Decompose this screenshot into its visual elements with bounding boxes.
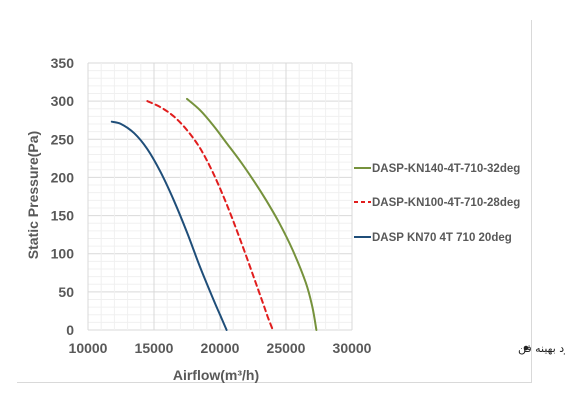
- chart-frame: [17, 20, 532, 383]
- x-tick-label: 10000: [69, 340, 108, 356]
- legend: DASP-KN140-4T-710-32deg DASP-KN100-4T-710…: [354, 163, 520, 244]
- y-axis-ticks: 0 50 100 150 200 250 300 350: [51, 55, 75, 338]
- x-axis-ticks: 10000 15000 20000 25000 30000: [69, 340, 372, 356]
- y-tick-label: 300: [51, 93, 75, 109]
- y-tick-label: 50: [58, 284, 74, 300]
- gridlines: [87, 62, 353, 331]
- legend-label-1: DASP-KN140-4T-710-32deg: [372, 163, 520, 175]
- annotation-note: نقطه عملکرد بهینه فن: [518, 342, 565, 355]
- y-tick-label: 250: [51, 131, 75, 147]
- bullet-icon: [523, 345, 529, 351]
- x-tick-label: 15000: [135, 340, 174, 356]
- series-lines: [110, 97, 318, 331]
- y-axis-title: Static Pressure(Pa): [25, 131, 41, 259]
- y-tick-label: 150: [51, 208, 75, 224]
- y-tick-label: 0: [66, 322, 74, 338]
- x-tick-label: 25000: [267, 340, 306, 356]
- y-tick-label: 350: [51, 55, 75, 71]
- y-tick-label: 100: [51, 246, 75, 262]
- series-line-2: [146, 100, 274, 331]
- x-tick-label: 30000: [333, 340, 372, 356]
- x-axis-title: Airflow(m³/h): [173, 367, 259, 383]
- x-tick-label: 20000: [201, 340, 240, 356]
- y-tick-label: 200: [51, 169, 75, 185]
- series-line-1: [186, 97, 318, 331]
- legend-label-2: DASP-KN100-4T-710-28deg: [372, 197, 520, 209]
- legend-label-3: DASP KN70 4T 710 20deg: [372, 232, 512, 244]
- series-line-3: [110, 120, 228, 331]
